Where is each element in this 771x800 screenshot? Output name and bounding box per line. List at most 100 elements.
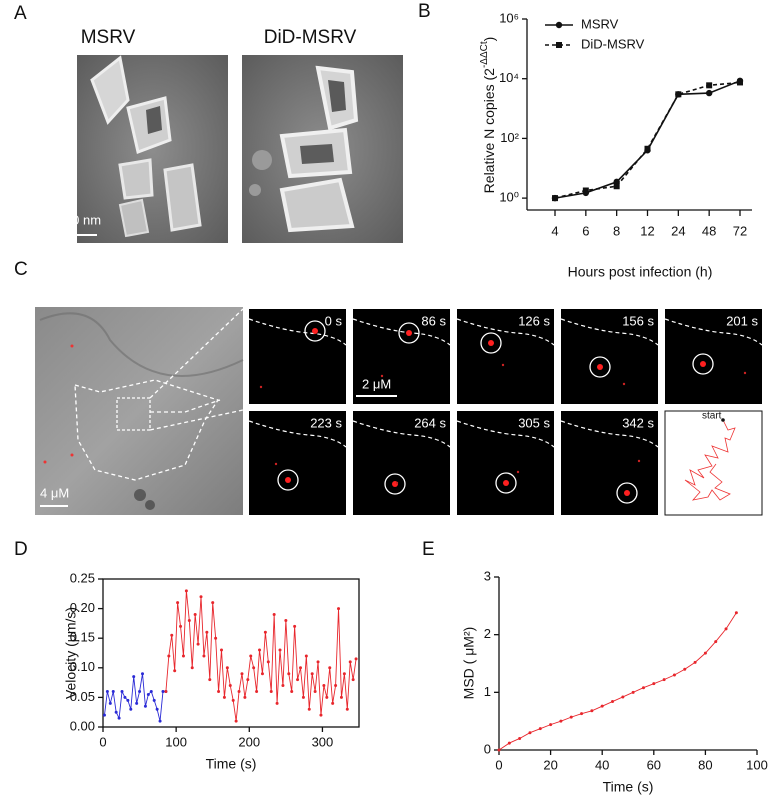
y-axis-label: Velocity (μm/s)	[63, 607, 79, 699]
marker	[266, 660, 270, 664]
particle	[637, 459, 641, 463]
panel-label: C	[14, 259, 28, 280]
cell-edge	[248, 420, 347, 448]
particle	[285, 477, 291, 483]
marker	[143, 704, 147, 708]
marker	[179, 624, 183, 628]
frame: 201 s	[664, 309, 763, 404]
marker	[243, 695, 247, 699]
marker	[328, 666, 332, 670]
y-tick-label: 10²	[500, 130, 519, 145]
marker	[580, 712, 584, 716]
y-tick-label: 1	[484, 684, 491, 699]
frame: 223 s	[248, 411, 347, 515]
marker	[117, 716, 121, 720]
marker	[672, 673, 676, 677]
time-label: 0 s	[325, 313, 343, 328]
marker	[120, 689, 124, 693]
cell-image	[35, 307, 244, 515]
y-axis-label: Relative N copies (2-ΔΔCt)	[479, 37, 497, 194]
frame-image	[249, 411, 346, 515]
marker	[310, 672, 314, 676]
marker	[316, 660, 320, 664]
y-tick-label: 0	[484, 741, 491, 756]
particle	[743, 371, 747, 375]
marker	[339, 695, 343, 699]
panel-label: A	[14, 3, 27, 24]
image-title: MSRV	[81, 27, 136, 48]
marker	[202, 654, 206, 658]
cell-edge	[664, 318, 763, 346]
marker	[158, 719, 162, 723]
marker	[644, 145, 651, 152]
y-tick-label: 10⁶	[499, 10, 519, 25]
marker	[693, 660, 697, 664]
marker	[737, 79, 743, 86]
particle	[503, 480, 509, 486]
marker	[105, 689, 109, 693]
marker	[249, 654, 253, 658]
particle	[622, 382, 626, 386]
x-tick-label: 12	[640, 223, 654, 238]
y-label-suffix: )	[481, 37, 497, 42]
panel-label: E	[422, 539, 435, 560]
particle	[274, 462, 278, 466]
frame: 156 s	[560, 309, 659, 404]
marker	[199, 595, 203, 599]
tracking-circle	[384, 473, 406, 495]
x-tick-label: 60	[647, 757, 661, 772]
y-tick-label: 0.20	[70, 600, 95, 615]
y-label-sup: -ΔΔCt	[479, 41, 490, 68]
y-tick-label: 2	[484, 626, 491, 641]
marker	[269, 689, 273, 693]
frame: 86 s	[352, 309, 451, 404]
marker	[126, 698, 130, 702]
marker	[549, 723, 553, 727]
marker	[497, 748, 501, 752]
time-label: 223 s	[310, 415, 342, 430]
marker	[123, 695, 127, 699]
x-tick-label: 8	[613, 223, 620, 238]
marker	[621, 695, 625, 699]
marker	[176, 601, 180, 605]
marker	[287, 672, 291, 676]
y-tick-label: 0.10	[70, 659, 95, 674]
x-tick-label: 300	[312, 734, 334, 749]
marker	[342, 672, 346, 676]
x-tick-label: 200	[238, 734, 260, 749]
scale-label: 4 μM	[40, 485, 69, 500]
marker	[252, 666, 256, 670]
particle	[259, 385, 263, 389]
tracking-circle	[495, 472, 517, 494]
time-label: 342 s	[622, 415, 654, 430]
marker	[325, 695, 329, 699]
particle	[700, 361, 706, 367]
marker	[569, 715, 573, 719]
marker	[272, 613, 276, 617]
marker	[258, 648, 262, 652]
marker	[724, 627, 728, 631]
x-tick-label: 72	[733, 223, 747, 238]
marker	[146, 692, 150, 696]
scale-label: 50 nm	[65, 212, 101, 227]
marker	[662, 678, 666, 682]
particle	[488, 340, 494, 346]
marker	[307, 707, 311, 711]
series-line	[104, 673, 166, 722]
marker	[263, 630, 267, 634]
marker	[208, 678, 212, 682]
marker	[190, 666, 194, 670]
marker	[135, 701, 139, 705]
frame: 126 s	[456, 309, 555, 404]
legend-label: DiD-MSRV	[581, 36, 645, 51]
frame-image	[353, 309, 450, 404]
marker	[222, 695, 226, 699]
plot-frame	[102, 578, 360, 728]
marker	[304, 654, 308, 658]
series-line	[498, 612, 737, 751]
marker	[187, 618, 191, 622]
frame: 264 s	[352, 411, 451, 515]
track-label: start	[702, 411, 722, 422]
marker	[611, 700, 615, 704]
marker	[652, 682, 656, 686]
